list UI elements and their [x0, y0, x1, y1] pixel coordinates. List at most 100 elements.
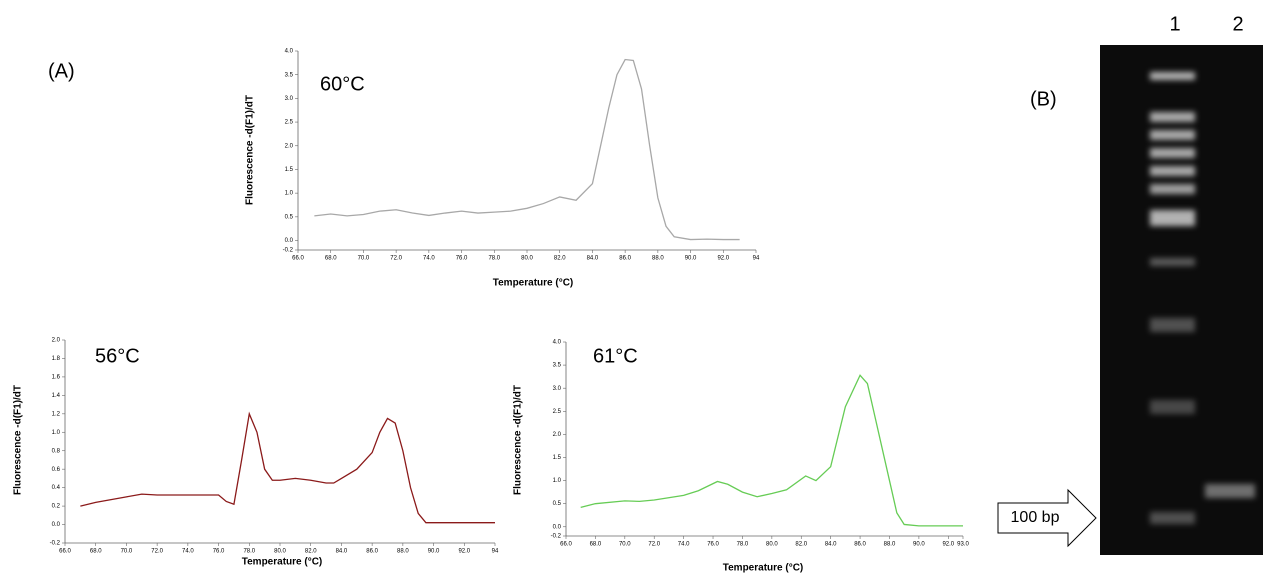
x-tick-label: 88.0 — [652, 256, 664, 262]
data-line — [80, 411, 495, 524]
x-tick-label: 82.0 — [554, 256, 566, 262]
y-tick-label: 3.5 — [553, 363, 562, 369]
x-axis-title: Temperature (°C) — [723, 563, 804, 574]
x-tick-label: 74.0 — [423, 256, 435, 262]
y-tick-label: 1.2 — [52, 411, 61, 417]
x-tick-label: 92.0 — [942, 542, 954, 548]
y-tick-label: 1.5 — [553, 455, 562, 461]
y-tick-label: 0.5 — [553, 501, 562, 507]
x-tick-label: 70.0 — [358, 256, 370, 262]
x-tick-label: 80.0 — [766, 542, 778, 548]
x-tick-label: 94 — [753, 256, 760, 262]
x-tick-label: 82.0 — [795, 542, 807, 548]
y-tick-label: 1.4 — [52, 393, 61, 399]
x-tick-label: 76.0 — [456, 256, 468, 262]
y-tick-label: 0.2 — [52, 504, 61, 510]
y-tick-label: 0.0 — [52, 522, 61, 528]
gel — [1100, 45, 1263, 555]
data-line — [580, 374, 963, 527]
x-tick-label: 68.0 — [590, 542, 602, 548]
y-tick-label: 2.5 — [553, 409, 562, 415]
marker-arrow — [997, 488, 1097, 548]
y-tick-label: 3.0 — [285, 96, 294, 102]
chart: 66.0 68.0 70.0 72.0 74.0 76.0 78.0 80.0 82.0 84.0… — [245, 49, 760, 289]
y-tick-label: 4.0 — [553, 340, 562, 346]
y-axis-title: Fluorescence -d(F1)/dT — [13, 385, 24, 495]
x-tick-label: 80.0 — [274, 549, 286, 555]
y-tick-label: 4.0 — [285, 49, 294, 55]
annotation: 60°C — [320, 73, 365, 95]
x-tick-label: 72.0 — [390, 256, 402, 262]
y-tick-label: 1.8 — [52, 356, 61, 362]
y-tick-label: 3.5 — [285, 72, 294, 78]
y-tick-label: -0.2 — [551, 534, 562, 540]
x-tick-label: 74.0 — [182, 549, 194, 555]
x-tick-label: 84.0 — [336, 549, 348, 555]
y-tick-label: 0.8 — [52, 448, 61, 454]
y-tick-label: -0.2 — [283, 248, 294, 254]
x-tick-label: 80.0 — [521, 256, 533, 262]
x-tick-label: 86.0 — [854, 542, 866, 548]
y-tick-label: 0.0 — [553, 524, 562, 530]
x-tick-label: 66.0 — [560, 542, 572, 548]
x-tick-label: 88.0 — [884, 542, 896, 548]
x-tick-label: 90.0 — [428, 549, 440, 555]
x-tick-label: 68.0 — [325, 256, 337, 262]
x-tick-label: 70.0 — [619, 542, 631, 548]
x-tick-label: 72.0 — [648, 542, 660, 548]
x-tick-label: 82.0 — [305, 549, 317, 555]
y-tick-label: 1.6 — [52, 374, 61, 380]
y-axis-title: Fluorescence -d(F1)/dT — [245, 95, 256, 205]
y-axis-title: Fluorescence -d(F1)/dT — [513, 385, 524, 495]
data-line — [314, 58, 740, 241]
x-tick-label: 90.0 — [913, 542, 925, 548]
x-tick-label: 78.0 — [488, 256, 500, 262]
x-tick-label: 66.0 — [292, 256, 304, 262]
x-tick-label: 78.0 — [737, 542, 749, 548]
marker-label: 100 bp — [1011, 509, 1060, 526]
x-tick-label: 93.0 — [957, 542, 969, 548]
x-tick-label: 88.0 — [397, 549, 409, 555]
x-tick-label: 76.0 — [213, 549, 225, 555]
y-tick-label: 1.5 — [285, 167, 294, 173]
x-tick-label: 68.0 — [90, 549, 102, 555]
y-tick-label: 0.4 — [52, 485, 61, 491]
y-tick-label: 2.0 — [553, 432, 562, 438]
y-tick-label: 2.0 — [52, 338, 61, 344]
x-tick-label: 86.0 — [366, 549, 378, 555]
x-tick-label: 76.0 — [707, 542, 719, 548]
x-tick-label: 78.0 — [243, 549, 255, 555]
x-tick-label: 92.0 — [717, 256, 729, 262]
y-tick-label: 1.0 — [52, 430, 61, 436]
x-tick-label: 90.0 — [685, 256, 697, 262]
chart: 66.0 68.0 70.0 72.0 74.0 76.0 78.0 80.0 82.0 84.0… — [513, 340, 970, 574]
x-tick-label: 70.0 — [121, 549, 133, 555]
x-axis-title: Temperature (°C) — [493, 278, 574, 289]
x-tick-label: 86.0 — [619, 256, 631, 262]
annotation: 61°C — [593, 345, 638, 367]
x-tick-label: 84.0 — [825, 542, 837, 548]
y-tick-label: 3.0 — [553, 386, 562, 392]
x-tick-label: 94 — [492, 549, 499, 555]
x-tick-label: 92.0 — [458, 549, 470, 555]
x-tick-label: 66.0 — [59, 549, 71, 555]
x-tick-label: 74.0 — [678, 542, 690, 548]
annotation: 56°C — [95, 345, 140, 367]
y-tick-label: 2.0 — [285, 143, 294, 149]
chart: 66.0 68.0 70.0 72.0 74.0 76.0 78.0 80.0 82.0 84.0… — [13, 338, 499, 568]
y-tick-label: 0.6 — [52, 467, 61, 473]
gel-bands — [1150, 72, 1255, 524]
x-axis-title: Temperature (°C) — [242, 557, 323, 568]
y-tick-label: 0.5 — [285, 214, 294, 220]
y-tick-label: 0.0 — [285, 238, 294, 244]
y-tick-label: 1.0 — [553, 478, 562, 484]
lane-label: 2 — [1232, 13, 1243, 35]
panel-label: (B) — [1030, 88, 1057, 110]
y-tick-label: 1.0 — [285, 191, 294, 197]
panel-label: (A) — [48, 60, 75, 82]
x-tick-label: 84.0 — [587, 256, 599, 262]
x-tick-label: 72.0 — [151, 549, 163, 555]
y-tick-label: 2.5 — [285, 120, 294, 126]
lane-label: 1 — [1169, 13, 1180, 35]
